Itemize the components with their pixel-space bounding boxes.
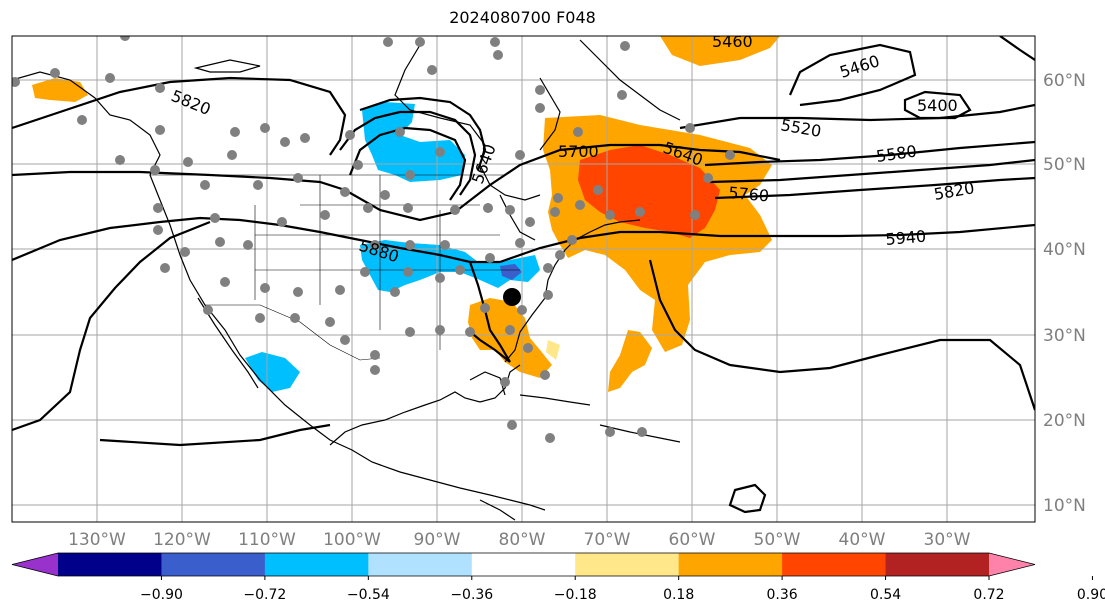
colorbar-tick-label: 0.18 (663, 587, 694, 603)
colorbar-tick-label: 0.72 (973, 587, 1004, 603)
height-contours (12, 36, 1035, 514)
longitude-labels: 130°W 120°W 110°W 100°W 90°W 80°W 70°W 6… (68, 530, 971, 550)
colorbar (11, 552, 1036, 577)
colorbar-tick-label: −0.18 (554, 587, 597, 603)
contour-label: 5460 (712, 32, 753, 51)
lon-label: 30°W (924, 530, 971, 550)
lon-label: 80°W (499, 530, 546, 550)
royal-blue-patch (500, 264, 522, 280)
colorbar-segment (368, 553, 473, 576)
lon-label: 110°W (238, 530, 296, 550)
contour-label: 5760 (728, 183, 770, 205)
colorbar-segment (678, 553, 783, 576)
lat-label: 40°N (1043, 240, 1086, 260)
blue-region-hudson (362, 102, 465, 182)
contour-label: 5400 (917, 96, 958, 115)
blue-region-midwest (360, 240, 540, 292)
colorbar-tick-label: 0.54 (870, 587, 901, 603)
contour-label: 5700 (558, 142, 599, 161)
map-panel: 5460 5460 5400 5520 5580 5820 5940 5700 … (12, 32, 1035, 522)
colorbar-outline (11, 552, 1036, 577)
graticule (12, 36, 1035, 522)
lon-label: 120°W (153, 530, 211, 550)
colorbar-tick-label: −0.72 (243, 587, 286, 603)
colorbar-segment (58, 553, 162, 576)
lon-label: 60°W (669, 530, 716, 550)
contour-label: 5940 (885, 227, 927, 249)
colorbar-tick-label: 0.90 (1077, 587, 1105, 603)
colorbar-tick-label: −0.54 (347, 587, 390, 603)
colorbar-extend-high (989, 553, 1035, 576)
orange-region-bermuda (608, 330, 652, 392)
blue-region-mexico (245, 352, 300, 392)
colorbar-segment (885, 553, 990, 576)
colorbar-segment (471, 553, 576, 576)
orange-region-alaska (32, 78, 88, 102)
lon-label: 90°W (414, 530, 461, 550)
orange-region-north (660, 36, 780, 66)
station-markers (12, 36, 735, 443)
colorbar-tick-label: 0.36 (767, 587, 798, 603)
lat-label: 10°N (1043, 496, 1086, 516)
colorbar-segment (161, 553, 266, 576)
latitude-labels: 10°N 20°N 30°N 40°N 50°N 60°N (1043, 71, 1086, 516)
colorbar-tick-label: −0.90 (140, 587, 183, 603)
negative-anomaly-regions (245, 102, 540, 392)
orange-region-southeast (468, 298, 552, 378)
lon-label: 130°W (68, 530, 126, 550)
coastlines (12, 39, 681, 521)
lat-label: 50°N (1043, 155, 1086, 175)
colorbar-segment (782, 553, 887, 576)
focus-point-marker (503, 288, 521, 306)
colorbar-tick-label: −0.36 (450, 587, 493, 603)
colorbar-extend-low (12, 553, 58, 576)
lon-label: 100°W (323, 530, 381, 550)
lon-label: 70°W (584, 530, 631, 550)
lat-label: 60°N (1043, 71, 1086, 91)
lon-label: 40°W (839, 530, 886, 550)
light-yellow-patch (546, 340, 560, 360)
colorbar-ticks: −0.90 −0.72 −0.54 −0.36 −0.18 0.18 0.36 0.54 0.7… (140, 576, 1105, 603)
map-title: 2024080700 F048 (449, 8, 596, 27)
lat-label: 30°N (1043, 326, 1086, 346)
lat-label: 20°N (1043, 411, 1086, 431)
map-frame (11, 35, 1036, 523)
colorbar-segment (264, 553, 369, 576)
colorbar-segment (575, 553, 680, 576)
lon-label: 50°W (754, 530, 801, 550)
